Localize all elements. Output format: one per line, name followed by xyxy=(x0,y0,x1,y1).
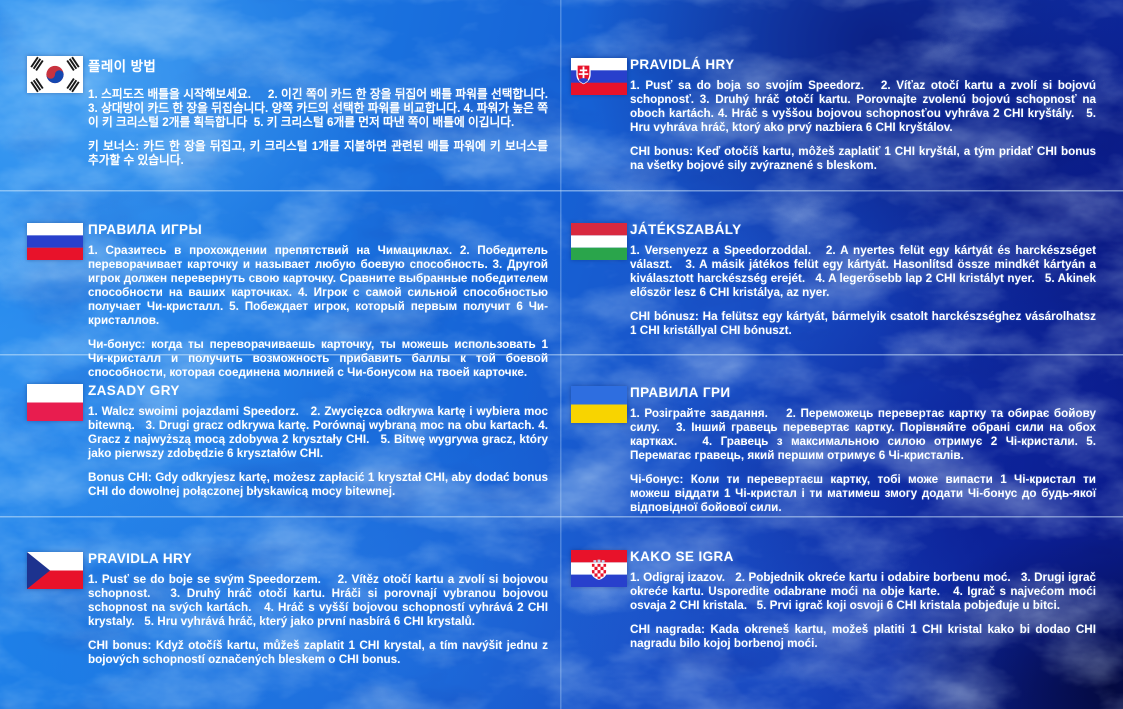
section-bonus: CHI bónusz: Ha felütsz egy kártyát, bárm… xyxy=(630,310,1096,337)
section-ukrainian: ПРАВИЛА ГРИ 1. Розіграйте завдання. 2. П… xyxy=(571,385,1096,515)
section-title: PRAVIDLA HRY xyxy=(88,551,193,566)
section-korean: 플레이 방법 1. 스피도즈 배틀을 시작해보세요. 2. 이긴 쪽이 카드 한… xyxy=(27,55,548,168)
hungary-flag-icon xyxy=(571,223,627,260)
russia-flag-icon xyxy=(27,223,83,260)
section-divider xyxy=(0,190,1123,192)
section-bonus: Чи-бонус: когда ты переворачиваешь карто… xyxy=(88,338,548,379)
section-rules: 1. 스피도즈 배틀을 시작해보세요. 2. 이긴 쪽이 카드 한 장을 뒤집어… xyxy=(88,88,548,129)
section-title: 플레이 방법 xyxy=(88,59,157,74)
section-title: ZASADY GRY xyxy=(88,383,180,398)
column-divider xyxy=(560,0,562,709)
section-bonus: Bonus CHI: Gdy odkryjesz kartę, możesz z… xyxy=(88,471,548,498)
section-czech: PRAVIDLA HRY 1. Pusť se do boje se svým … xyxy=(27,551,548,667)
section-rules: 1. Pusť sa do boja so svojím Speedorz. 2… xyxy=(630,79,1096,134)
section-slovak: PRAVIDLÁ HRY 1. Pusť sa do boja so svojí… xyxy=(571,57,1096,173)
czech-republic-flag-icon xyxy=(27,552,83,589)
section-bonus: CHI bonus: Když otočíš kartu, můžeš zapl… xyxy=(88,639,548,666)
section-rules: 1. Pusť se do boje se svým Speedorzem. 2… xyxy=(88,573,548,628)
section-bonus: Чі-бонус: Коли ти перевертаєш картку, то… xyxy=(630,473,1096,514)
south-korea-flag-icon xyxy=(27,56,83,93)
croatia-flag-icon xyxy=(571,550,627,587)
section-russian: ПРАВИЛА ИГРЫ 1. Сразитесь в прохождении … xyxy=(27,222,548,380)
poland-flag-icon xyxy=(27,384,83,421)
section-title: KAKO SE IGRA xyxy=(630,549,734,564)
section-rules: 1. Сразитесь в прохождении препятствий н… xyxy=(88,244,548,327)
section-title: ПРАВИЛА ИГРЫ xyxy=(88,222,203,237)
section-title: JÁTÉKSZABÁLY xyxy=(630,222,742,237)
ukraine-flag-icon xyxy=(571,386,627,423)
section-bonus: 키 보너스: 카드 한 장을 뒤집고, 키 크리스털 1개를 지불하면 관련된 … xyxy=(88,140,548,167)
slovakia-flag-icon xyxy=(571,58,627,95)
section-rules: 1. Odigraj izazov. 2. Pobjednik okreće k… xyxy=(630,571,1096,612)
section-title: ПРАВИЛА ГРИ xyxy=(630,385,731,400)
section-bonus: CHI nagrada: Kada okreneš kartu, možeš p… xyxy=(630,623,1096,650)
section-bonus: CHI bonus: Keď otočíš kartu, môžeš zapla… xyxy=(630,145,1096,172)
section-croatian: KAKO SE IGRA 1. Odigraj izazov. 2. Pobje… xyxy=(571,549,1096,651)
section-rules: 1. Versenyezz a Speedorzoddal. 2. A nyer… xyxy=(630,244,1096,299)
section-rules: 1. Розіграйте завдання. 2. Переможець пе… xyxy=(630,407,1096,462)
section-divider xyxy=(0,354,1123,356)
section-title: PRAVIDLÁ HRY xyxy=(630,57,735,72)
section-divider xyxy=(0,516,1123,518)
section-polish: ZASADY GRY 1. Walcz swoimi pojazdami Spe… xyxy=(27,383,548,499)
section-rules: 1. Walcz swoimi pojazdami Speedorz. 2. Z… xyxy=(88,405,548,460)
section-hungarian: JÁTÉKSZABÁLY 1. Versenyezz a Speedorzodd… xyxy=(571,222,1096,338)
